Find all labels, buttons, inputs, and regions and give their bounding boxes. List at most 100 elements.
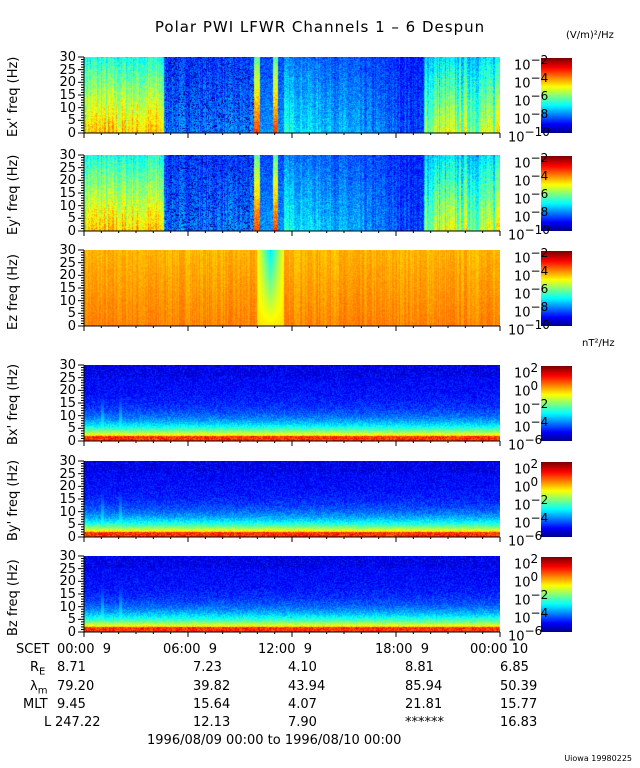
colorbar-tick-label: 10−8 — [514, 107, 549, 128]
y-tick-label: 5 — [67, 306, 76, 322]
colorbar-tick-label: 102 — [514, 552, 539, 573]
ephemeris-value: ****** — [405, 715, 444, 730]
y-tick-label: 5 — [67, 421, 76, 437]
ephemeris-value: 50.39 — [500, 679, 538, 694]
ephemeris-value: 43.94 — [288, 679, 326, 694]
y-tick-label: 25 — [59, 466, 76, 482]
colorbar-gradient — [541, 366, 572, 441]
colorbar-gradient — [541, 462, 572, 537]
ephemeris-value: 85.94 — [405, 679, 443, 694]
spectrogram-panel — [84, 365, 500, 441]
y-axis-label: Bz freq (Hz) — [6, 559, 21, 636]
colorbar-gradient — [541, 156, 572, 231]
colorbar — [541, 156, 572, 231]
date-range: 1996/08/09 00:00 to 1996/08/10 00:00 — [147, 733, 402, 748]
y-tick-label: 5 — [67, 211, 76, 227]
ephemeris-value: 15.64 — [193, 697, 231, 712]
y-tick-label: 20 — [59, 383, 76, 399]
spectrogram-panel — [84, 57, 500, 133]
ephemeris-row-label: RE — [30, 660, 46, 678]
spectrogram-image — [84, 556, 500, 632]
y-tick-label: 10 — [59, 100, 76, 116]
colorbar — [541, 366, 572, 441]
y-axis-label: Ez freq (Hz) — [6, 254, 21, 330]
ephemeris-value: 247.22 — [55, 715, 101, 730]
colorbar-tick-label: 10−2 — [514, 588, 549, 609]
chart-title: Polar PWI LFWR Channels 1 – 6 Despun — [154, 18, 486, 36]
colorbar — [541, 251, 572, 326]
y-tick-label: 15 — [59, 396, 76, 411]
y-tick-label: 0 — [67, 126, 76, 141]
y-tick-label: 30 — [59, 50, 76, 65]
ephemeris-value: 16.83 — [500, 715, 538, 730]
y-tick-label: 5 — [67, 612, 76, 628]
y-axis-label: Ey' freq (Hz) — [6, 154, 21, 235]
ephemeris-value: 4.07 — [288, 697, 317, 712]
colorbar-tick-label: 100 — [514, 475, 539, 496]
y-tick-label: 5 — [67, 517, 76, 533]
spectrogram-image — [84, 365, 500, 441]
y-tick-label: 0 — [67, 625, 76, 640]
y-tick-label: 20 — [59, 479, 76, 495]
ephemeris-row-label: MLT — [23, 697, 48, 712]
colorbar-gradient — [541, 251, 572, 326]
y-tick-label: 15 — [59, 88, 76, 103]
colorbar-tick-label: 10−8 — [514, 205, 549, 226]
colorbar-tick-label: 10−6 — [508, 433, 543, 454]
spectrogram-image — [84, 250, 500, 326]
spectrogram-image — [84, 155, 500, 231]
colorbar-tick-label: 10−8 — [514, 300, 549, 321]
colorbar-tick-label: 102 — [514, 457, 539, 478]
y-tick-label: 30 — [59, 549, 76, 564]
colorbar-tick-label: 10−6 — [514, 187, 549, 208]
spectrogram-panel — [84, 556, 500, 632]
colorbar-tick-label: 10−2 — [514, 397, 549, 418]
ephemeris-value: 9.45 — [57, 697, 86, 712]
colorbar-tick-label: 10−4 — [514, 71, 549, 92]
y-tick-label: 10 — [59, 504, 76, 520]
y-tick-label: 25 — [59, 370, 76, 386]
colorbar-tick-label: 100 — [514, 379, 539, 400]
y-tick-label: 5 — [67, 113, 76, 129]
y-tick-label: 10 — [59, 408, 76, 424]
colorbar-tick-label: 10−4 — [514, 511, 549, 532]
spectrogram-panel — [84, 155, 500, 231]
ephemeris-value: 18:00 9 — [375, 642, 429, 657]
ephemeris-value: 12.13 — [193, 715, 231, 730]
y-tick-label: 20 — [59, 173, 76, 189]
colorbar-tick-label: 10−4 — [514, 415, 549, 436]
ephemeris-value: 39.82 — [193, 679, 231, 694]
credit-label: Uiowa 19980225 — [564, 754, 632, 763]
colorbar-tick-label: 10−4 — [514, 606, 549, 627]
y-tick-label: 30 — [59, 454, 76, 469]
y-tick-label: 20 — [59, 574, 76, 590]
y-axis-label: Bx' freq (Hz) — [6, 363, 21, 445]
y-tick-label: 25 — [59, 160, 76, 176]
y-tick-label: 15 — [59, 186, 76, 201]
ephemeris-row-label: λm — [30, 679, 48, 697]
y-tick-label: 30 — [59, 148, 76, 163]
y-tick-label: 15 — [59, 492, 76, 507]
ephemeris-value: 8.81 — [405, 660, 434, 675]
colorbar-tick-label: 10−6 — [508, 624, 543, 645]
colorbar-tick-label: 10−2 — [514, 246, 549, 267]
ephemeris-value: 00:00 10 — [470, 642, 529, 657]
colorbar-tick-label: 10−2 — [514, 493, 549, 514]
ephemeris-value: 6.85 — [500, 660, 529, 675]
colorbar-tick-label: 10−10 — [508, 125, 550, 146]
y-tick-label: 15 — [59, 587, 76, 602]
colorbar-tick-label: 10−2 — [514, 151, 549, 172]
ephemeris-value: 7.90 — [288, 715, 317, 730]
colorbar-tick-label: 10−10 — [508, 318, 550, 339]
ephemeris-value: 4.10 — [288, 660, 317, 675]
colorbar-gradient — [541, 557, 572, 632]
y-tick-label: 25 — [59, 561, 76, 577]
y-axis-label: By' freq (Hz) — [6, 459, 21, 541]
y-tick-label: 25 — [59, 255, 76, 271]
ephemeris-value: 06:00 9 — [163, 642, 217, 657]
y-tick-label: 25 — [59, 62, 76, 78]
y-tick-label: 20 — [59, 268, 76, 284]
y-tick-label: 0 — [67, 530, 76, 545]
y-tick-label: 30 — [59, 358, 76, 373]
ephemeris-value: 21.81 — [405, 697, 443, 712]
